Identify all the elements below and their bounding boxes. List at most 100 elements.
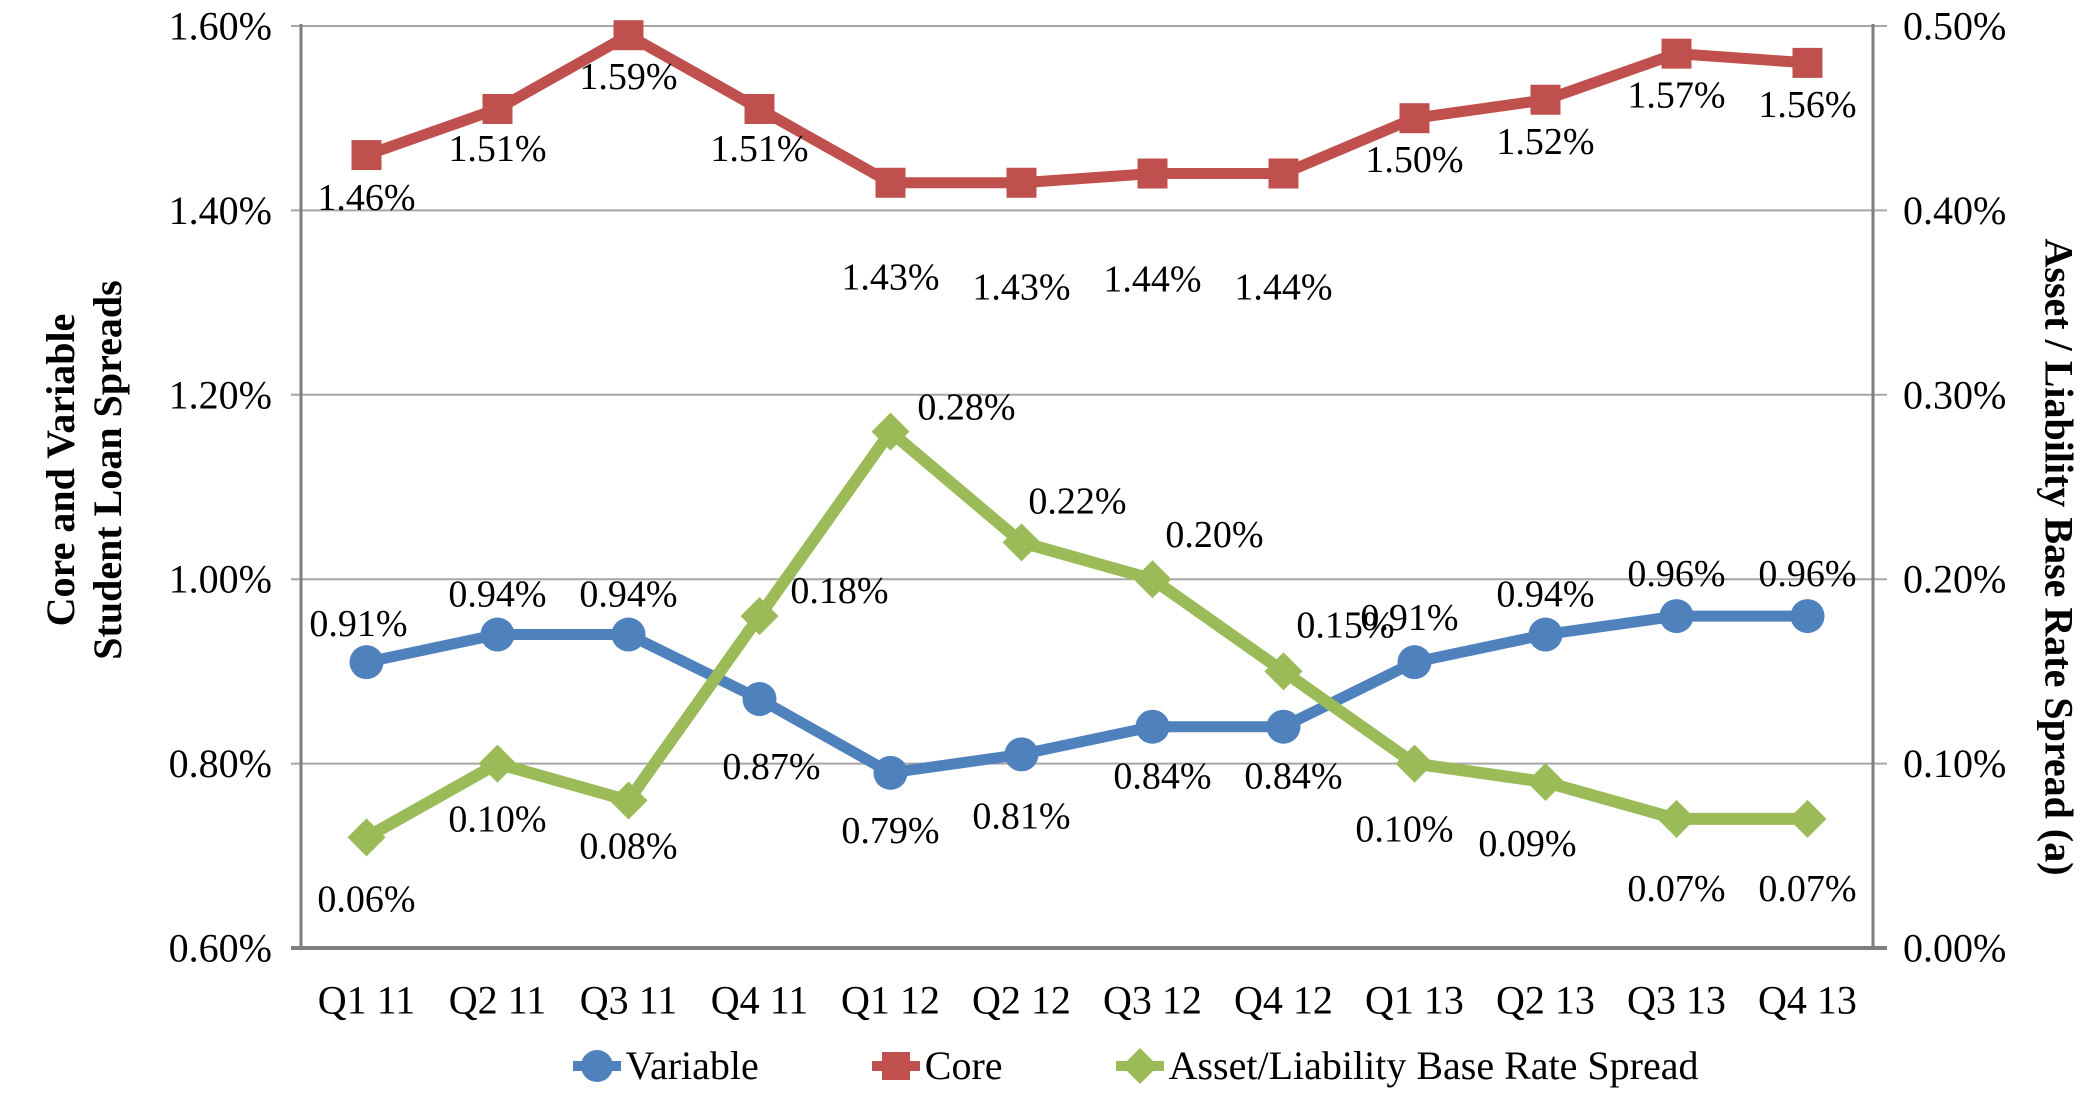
x-axis-category-label: Q2 13	[1496, 978, 1595, 1023]
series-marker-diamond	[740, 597, 779, 636]
series-marker-diamond	[478, 744, 517, 783]
data-label: 0.81%	[972, 795, 1070, 837]
series-marker-circle	[1528, 617, 1563, 652]
series-marker-circle	[1004, 737, 1039, 772]
series-marker-circle	[1266, 709, 1301, 744]
data-label: 1.43%	[972, 267, 1070, 309]
left-axis-tick-label: 1.00%	[169, 557, 272, 602]
series-marker-circle	[742, 682, 777, 717]
data-label: 0.08%	[579, 825, 677, 867]
x-axis-category-label: Q3 11	[580, 978, 677, 1023]
x-axis-category-label: Q1 11	[318, 978, 415, 1023]
data-label: 0.79%	[841, 810, 939, 852]
x-axis-category-label: Q2 11	[449, 978, 546, 1023]
series-marker-diamond	[1526, 763, 1565, 802]
x-axis-category-label: Q3 13	[1627, 978, 1726, 1023]
data-label: 0.28%	[917, 387, 1015, 429]
x-axis-category-label: Q4 11	[711, 978, 808, 1023]
series-marker-square	[1137, 158, 1168, 189]
right-axis-tick-label: 0.00%	[1903, 926, 2006, 971]
series-marker-diamond	[1264, 652, 1303, 691]
series-marker-square	[351, 140, 382, 171]
data-label: 0.20%	[1165, 514, 1263, 556]
series-marker-circle	[1659, 599, 1694, 634]
legend-marker-circle-icon	[572, 1049, 621, 1082]
data-label: 1.57%	[1627, 75, 1725, 117]
right-axis-title: Asset / Liability Base Rate Spread (a)	[2036, 238, 2082, 876]
legend-label: Core	[924, 1043, 1003, 1088]
left-axis-tick-label: 1.60%	[169, 4, 272, 49]
series-marker-square	[613, 20, 644, 51]
series-marker-diamond	[1657, 799, 1696, 838]
series-marker-diamond	[871, 412, 910, 451]
data-label: 1.43%	[841, 257, 939, 299]
right-axis-tick-label: 0.20%	[1903, 557, 2006, 602]
data-label: 1.50%	[1365, 139, 1463, 181]
data-label: 0.94%	[579, 574, 677, 616]
data-label: 1.51%	[448, 128, 546, 170]
data-label: 0.96%	[1758, 553, 1856, 595]
series-marker-circle	[1397, 645, 1432, 680]
legend-item-asset-liability-base-rate-spread: Asset/Liability Base Rate Spread	[1115, 1042, 1699, 1089]
left-axis-tick-label: 0.60%	[169, 926, 272, 971]
data-label: 0.96%	[1627, 553, 1725, 595]
data-label: 0.15%	[1296, 604, 1394, 646]
series-marker-square	[744, 93, 775, 124]
x-axis-category-label: Q4 13	[1758, 978, 1857, 1023]
data-label: 0.94%	[448, 574, 546, 616]
series-line-diamond	[360, 425, 1814, 844]
legend-label: Asset/Liability Base Rate Spread	[1168, 1043, 1699, 1088]
series-marker-diamond	[347, 818, 386, 857]
series-marker-circle	[1135, 709, 1170, 744]
data-label: 0.84%	[1244, 756, 1342, 798]
data-label: 1.44%	[1103, 259, 1201, 301]
x-axis-category-label: Q4 12	[1234, 978, 1333, 1023]
right-axis-tick-label: 0.50%	[1903, 4, 2006, 49]
right-axis-tick-label: 0.10%	[1903, 741, 2006, 786]
right-axis-tick-label: 0.40%	[1903, 188, 2006, 233]
data-label: 0.07%	[1627, 868, 1725, 910]
legend-item-core: Core	[871, 1042, 1003, 1089]
data-label: 1.59%	[579, 56, 677, 98]
data-label: 0.10%	[448, 799, 546, 841]
legend-label: Variable	[625, 1043, 759, 1088]
series-marker-circle	[873, 755, 908, 790]
series-marker-diamond	[1395, 744, 1434, 783]
data-label: 1.44%	[1234, 267, 1332, 309]
series-marker-circle	[611, 617, 646, 652]
left-axis-tick-label: 1.40%	[169, 188, 272, 233]
series-marker-diamond	[1133, 560, 1172, 599]
legend: Variable Core Asset/Liability Base Rate Sp…	[0, 1042, 2100, 1089]
series-marker-square	[875, 167, 906, 198]
x-axis-category-label: Q1 13	[1365, 978, 1464, 1023]
series-marker-circle	[1790, 599, 1825, 634]
series-marker-square	[1399, 103, 1430, 134]
legend-item-variable: Variable	[572, 1042, 759, 1089]
data-label: 0.84%	[1113, 756, 1211, 798]
legend-marker-square-icon	[871, 1051, 920, 1080]
series-marker-circle	[480, 617, 515, 652]
data-label: 0.94%	[1496, 574, 1594, 616]
data-label: 0.22%	[1028, 480, 1126, 522]
data-label: 0.91%	[1360, 597, 1458, 639]
data-label: 1.52%	[1496, 121, 1594, 163]
series-marker-square	[1006, 167, 1037, 198]
x-axis-category-label: Q2 12	[972, 978, 1071, 1023]
data-label: 0.06%	[317, 878, 415, 920]
data-label: 0.87%	[722, 746, 820, 788]
data-label: 1.46%	[317, 177, 415, 219]
series-marker-diamond	[1788, 799, 1827, 838]
x-axis-category-label: Q3 12	[1103, 978, 1202, 1023]
series-marker-square	[1792, 47, 1823, 78]
data-label: 1.56%	[1758, 84, 1856, 126]
legend-marker-diamond-icon	[1115, 1047, 1164, 1084]
series-line-circle	[361, 610, 1813, 779]
series-marker-circle	[349, 645, 384, 680]
data-label: 0.91%	[309, 603, 407, 645]
series-marker-diamond	[609, 781, 648, 820]
left-axis-tick-label: 0.80%	[169, 741, 272, 786]
series-marker-square	[1530, 84, 1561, 115]
left-axis-tick-label: 1.20%	[169, 372, 272, 417]
